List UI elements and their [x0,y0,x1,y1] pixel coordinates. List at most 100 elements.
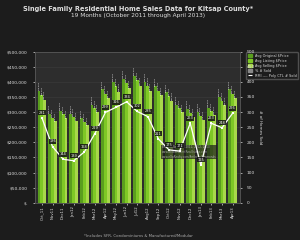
Bar [181,112,184,203]
Text: 410,000: 410,000 [123,69,124,78]
Text: 263: 263 [187,116,194,120]
Bar [80,118,83,203]
Bar [220,101,224,203]
Text: 352,000: 352,000 [169,87,170,96]
Y-axis label: # of Homes Sold: # of Homes Sold [258,110,262,144]
Bar [62,114,64,203]
Text: 420,000: 420,000 [134,66,135,75]
Text: 355,000: 355,000 [41,86,42,95]
Bar [118,91,120,203]
Bar [165,92,168,203]
Bar [154,86,157,203]
Text: 375,000: 375,000 [229,80,230,89]
Bar [75,120,78,203]
Text: 139: 139 [70,154,77,158]
Text: 316: 316 [113,100,119,104]
Text: 305,000: 305,000 [60,101,61,110]
Bar [144,82,146,203]
Text: 281: 281 [38,111,45,115]
Bar [207,108,210,203]
Bar [112,82,115,203]
Bar [186,109,189,203]
Text: BrokersWest, RE 2011, 2012, 2013
www.BrokersWestRealEstate.com
www.eXpRealty.com: BrokersWest, RE 2011, 2012, 2013 www.Bro… [162,145,217,159]
Bar [168,96,170,203]
Text: 375,000: 375,000 [102,80,103,89]
Text: 295,000: 295,000 [70,104,71,113]
Bar [51,118,54,203]
Bar [38,91,40,203]
Text: 300,000: 300,000 [197,102,198,111]
Text: 368,000: 368,000 [118,82,119,91]
Text: *Includes SFR, Condominiums & Manufactured/Modular: *Includes SFR, Condominiums & Manufactur… [84,234,192,238]
Text: 303,000: 303,000 [211,102,212,111]
Text: 385,000: 385,000 [116,77,117,86]
Bar [234,98,237,203]
Text: 302: 302 [134,104,141,108]
Bar [213,115,216,203]
Text: 387,000: 387,000 [140,76,141,85]
Text: 386,000: 386,000 [147,77,148,85]
Text: 400,000: 400,000 [113,72,114,81]
Bar [224,105,226,203]
Text: 396,000: 396,000 [126,73,127,83]
Text: 290,000: 290,000 [214,106,215,114]
Text: 313,000: 313,000 [94,99,95,108]
Text: 125: 125 [197,158,204,162]
Text: 400,000: 400,000 [145,72,146,81]
Bar [91,105,93,203]
Bar [96,112,99,203]
Text: 379,000: 379,000 [129,78,130,88]
Bar [101,90,104,203]
Bar [40,96,43,203]
Bar [170,101,173,203]
Text: 295,000: 295,000 [49,104,50,113]
Text: 248: 248 [219,121,225,125]
Text: 334: 334 [123,95,130,99]
Bar [228,90,231,203]
Text: 285: 285 [145,109,151,114]
Bar [218,97,220,203]
Bar [54,121,57,203]
Bar [202,120,205,203]
Bar [72,117,75,203]
Text: 19 Months (October 2011 through April 2013): 19 Months (October 2011 through April 20… [71,13,205,18]
Text: 365,000: 365,000 [166,83,167,92]
Bar [69,114,72,203]
Bar [200,116,202,203]
Text: 263: 263 [208,116,215,120]
Text: 350,000: 350,000 [219,87,220,96]
Bar [115,86,118,203]
Text: 282,000: 282,000 [52,108,53,117]
Text: 280,000: 280,000 [81,108,82,118]
Text: 229: 229 [92,126,98,130]
Text: Single Family Residential Home Sales Data for Kitsap County*: Single Family Residential Home Sales Dat… [23,6,253,12]
Text: 361,000: 361,000 [232,84,233,93]
Text: 345,000: 345,000 [235,89,236,98]
Text: 284,000: 284,000 [73,107,74,116]
Text: 371,000: 371,000 [158,81,159,90]
Text: 310,000: 310,000 [187,99,188,108]
Text: 168: 168 [81,145,88,149]
Text: 275,000: 275,000 [203,110,204,119]
Bar [196,112,200,203]
Bar [210,111,213,203]
Text: 370,000: 370,000 [39,81,40,90]
Text: 299,000: 299,000 [182,103,183,112]
Bar [133,76,136,203]
Bar [231,94,234,203]
Text: 298,000: 298,000 [190,103,191,112]
Text: 296: 296 [229,106,236,110]
Text: 186: 186 [49,139,56,143]
Bar [107,98,110,203]
Bar [122,79,125,203]
Text: 211: 211 [155,132,162,136]
Bar [48,114,51,203]
Text: 337,000: 337,000 [171,91,172,100]
Bar [64,118,68,203]
Text: 144: 144 [60,152,67,156]
Text: 340,000: 340,000 [44,90,45,99]
Bar [189,113,192,203]
Text: 288,000: 288,000 [200,106,201,115]
Text: 345,000: 345,000 [108,89,109,98]
Text: 269,000: 269,000 [55,112,56,121]
